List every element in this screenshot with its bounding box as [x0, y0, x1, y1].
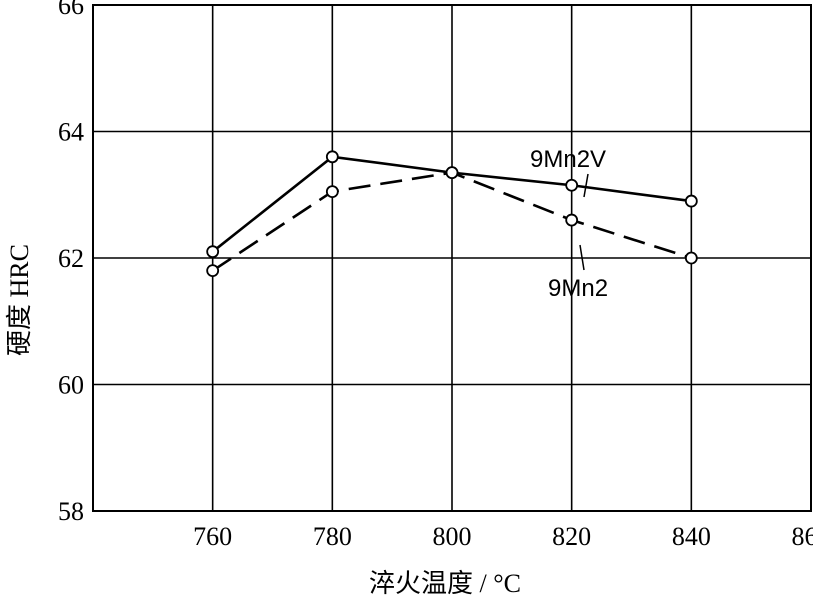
x-axis-ticks: 760 780 800 820 840 860 — [193, 522, 813, 551]
series-label-9mn2v: 9Mn2V — [530, 146, 606, 173]
x-tick-label: 840 — [672, 522, 711, 551]
x-tick-label: 820 — [552, 522, 591, 551]
data-point-9mn2v — [684, 194, 698, 208]
grid — [93, 5, 812, 511]
y-tick-label: 62 — [58, 244, 84, 273]
x-axis-title: 淬火温度 / °C — [369, 569, 521, 598]
y-tick-label: 66 — [58, 0, 84, 20]
leader-line — [583, 173, 589, 198]
data-point-9mn2 — [445, 166, 459, 180]
series-label-9mn2: 9Mn2 — [548, 275, 608, 302]
y-tick-label: 58 — [58, 497, 84, 526]
data-point-9mn2 — [206, 264, 220, 278]
leader-line — [579, 244, 585, 271]
data-point-9mn2 — [684, 251, 698, 265]
x-tick-label: 760 — [193, 522, 232, 551]
data-point-9mn2v — [206, 245, 220, 259]
y-tick-label: 64 — [58, 118, 84, 147]
data-point-9mn2 — [565, 213, 579, 227]
plot-frame — [92, 4, 812, 512]
series-lines — [206, 150, 698, 278]
x-tick-label: 780 — [313, 522, 352, 551]
x-tick-label: 860 — [792, 522, 813, 551]
series-labels: 9Mn2V 9Mn2 — [530, 146, 608, 302]
x-tick-label: 800 — [433, 522, 472, 551]
data-point-9mn2v — [325, 150, 339, 164]
y-tick-label: 60 — [58, 371, 84, 400]
data-point-9mn2v — [565, 178, 579, 192]
data-point-9mn2 — [325, 185, 339, 198]
y-axis-ticks: 58 60 62 64 66 — [58, 0, 84, 526]
y-axis-title: 硬度 HRC — [5, 244, 34, 356]
